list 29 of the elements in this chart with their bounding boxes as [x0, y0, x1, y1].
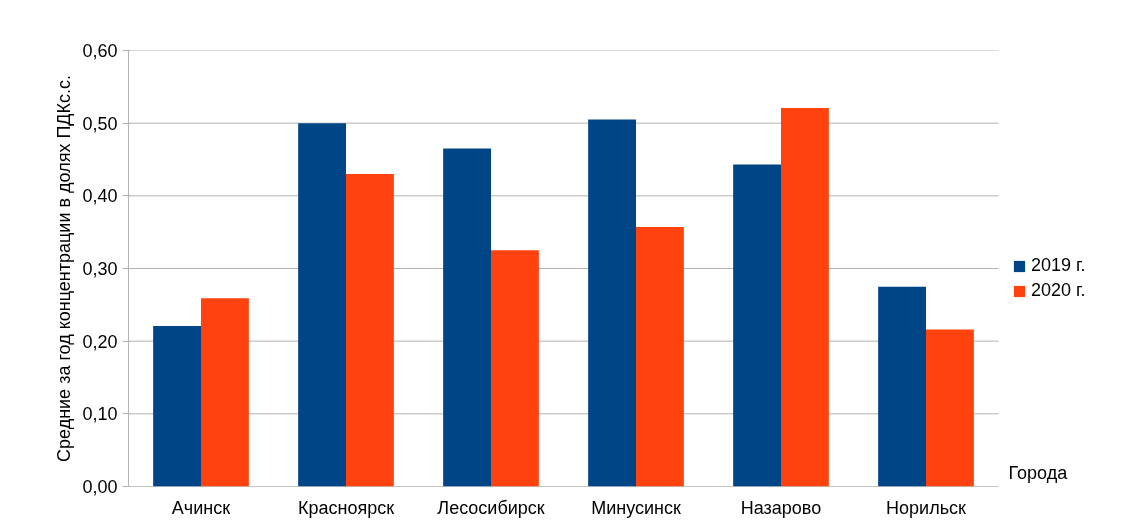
x-tick-label: Минусинск: [591, 497, 681, 518]
bar: [346, 174, 394, 487]
x-tick-label: Лесосибирск: [437, 497, 545, 518]
x-tick-label: Норильск: [886, 497, 967, 518]
x-tick-label: Ачинск: [171, 497, 231, 518]
bar: [443, 148, 491, 487]
y-tick-label: 0,30: [82, 259, 118, 279]
y-tick-label: 0,20: [82, 331, 118, 352]
x-tick-label: Назарово: [740, 497, 822, 518]
bar: [298, 123, 346, 487]
bar: [926, 329, 974, 487]
x-tick-label: Красноярск: [297, 497, 395, 518]
y-tick-label: 0,60: [82, 41, 118, 61]
bar: [636, 227, 684, 487]
bar: [201, 298, 249, 487]
legend-label: 2020 г.: [1031, 280, 1086, 301]
bar: [781, 107, 829, 487]
bar: [733, 164, 781, 487]
y-tick-label: 0,00: [82, 477, 118, 497]
y-tick-label: 0,40: [82, 186, 118, 207]
y-axis-title: Средние за год концентрации в долях ПДКс.с.: [54, 74, 75, 462]
bar: [491, 250, 539, 487]
y-tick-label: 0,10: [82, 404, 118, 425]
x-axis-title: Города: [1008, 462, 1069, 483]
bar: [878, 286, 926, 487]
bar: [153, 325, 201, 487]
y-tick-label: 0,50: [82, 113, 118, 134]
bar: [588, 119, 636, 487]
legend-label: 2019 г.: [1031, 255, 1086, 276]
